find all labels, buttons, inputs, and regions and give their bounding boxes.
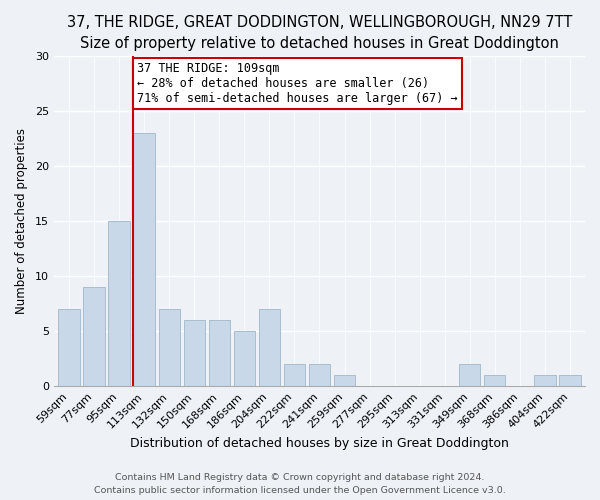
Bar [334, 375, 355, 386]
Bar [158, 309, 180, 386]
Bar [233, 331, 255, 386]
Text: Contains HM Land Registry data © Crown copyright and database right 2024.
Contai: Contains HM Land Registry data © Crown c… [94, 473, 506, 495]
Bar [109, 222, 130, 386]
Text: 37 THE RIDGE: 109sqm
← 28% of detached houses are smaller (26)
71% of semi-detac: 37 THE RIDGE: 109sqm ← 28% of detached h… [137, 62, 458, 105]
Bar [559, 375, 581, 386]
Bar [459, 364, 481, 386]
Bar [184, 320, 205, 386]
Bar [284, 364, 305, 386]
Title: 37, THE RIDGE, GREAT DODDINGTON, WELLINGBOROUGH, NN29 7TT
Size of property relat: 37, THE RIDGE, GREAT DODDINGTON, WELLING… [67, 15, 572, 51]
Y-axis label: Number of detached properties: Number of detached properties [15, 128, 28, 314]
Bar [259, 309, 280, 386]
Bar [133, 134, 155, 386]
Bar [534, 375, 556, 386]
Bar [209, 320, 230, 386]
Bar [309, 364, 330, 386]
Bar [83, 288, 104, 386]
X-axis label: Distribution of detached houses by size in Great Doddington: Distribution of detached houses by size … [130, 437, 509, 450]
Bar [484, 375, 505, 386]
Bar [58, 309, 80, 386]
